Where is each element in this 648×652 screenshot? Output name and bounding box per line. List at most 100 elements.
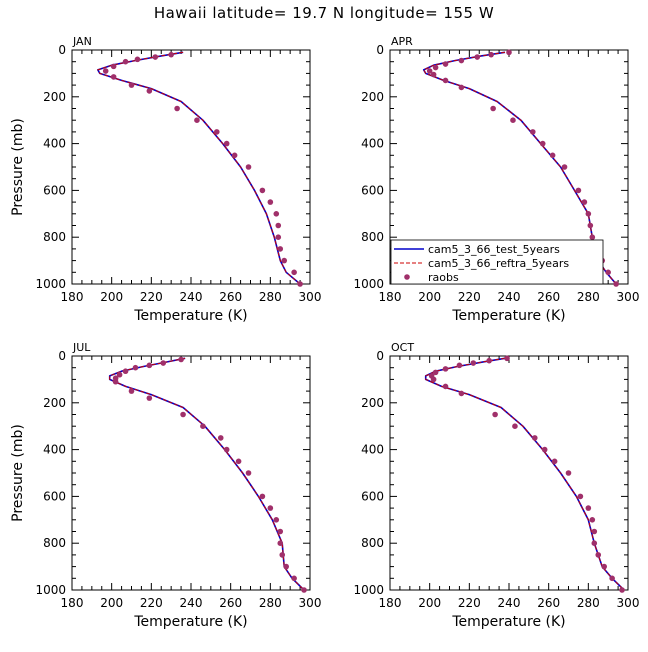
raobs-point — [458, 57, 465, 64]
y-tick-label: 800 — [361, 536, 384, 550]
raobs-point — [122, 368, 129, 375]
raobs-point — [541, 446, 548, 453]
legend: cam5_3_66_test_5yearscam5_3_66_reftra_5y… — [390, 239, 604, 285]
raobs-point — [146, 362, 153, 369]
raobs-point — [430, 376, 437, 383]
panel-apr: APR 180 200 220 240 260 280 300 0 200 400 600 800 100… — [353, 35, 639, 324]
y-tick-label: 0 — [58, 43, 66, 57]
raobs-point — [486, 357, 492, 364]
raobs-point — [430, 71, 437, 78]
raobs-point — [110, 63, 117, 70]
reftra-line — [109, 357, 305, 591]
plot-frame — [71, 49, 311, 285]
raobs-point — [277, 540, 284, 546]
raobs-point — [474, 54, 481, 60]
raobs-point — [510, 117, 516, 123]
x-tick-label: 280 — [577, 596, 600, 610]
raobs-point — [291, 575, 297, 582]
raobs-point — [442, 61, 449, 67]
raobs-point — [128, 82, 135, 88]
raobs-point — [259, 493, 266, 500]
raobs-point — [456, 362, 463, 369]
x-axis-label: Temperature (K) — [133, 308, 247, 324]
panel-label: OCT — [391, 341, 414, 354]
raobs-point — [200, 423, 206, 430]
raobs-point — [273, 517, 280, 523]
x-tick-label: 180 — [379, 290, 402, 304]
raobs-point — [110, 74, 117, 80]
raobs-point — [273, 211, 280, 217]
y-tick-label: 400 — [43, 137, 66, 151]
raobs-point — [277, 246, 284, 252]
raobs-point — [168, 51, 174, 58]
raobs-point — [297, 281, 303, 287]
x-tick-label: 220 — [458, 596, 481, 610]
raobs-point — [174, 105, 180, 112]
y-axis-label: Pressure (mb) — [10, 118, 26, 216]
raobs-point — [551, 458, 558, 465]
raobs-point — [267, 199, 274, 205]
raobs-point — [301, 587, 307, 593]
x-tick-label: 280 — [577, 290, 600, 304]
x-tick-label: 240 — [498, 290, 521, 304]
y-tick-label: 800 — [43, 230, 66, 244]
panel-label: JAN — [72, 35, 92, 48]
x-tick-label: 260 — [537, 290, 560, 304]
x-tick-label: 240 — [180, 290, 203, 304]
raobs-point — [194, 117, 200, 123]
x-tick-label: 260 — [219, 596, 242, 610]
test-line — [424, 357, 625, 591]
raobs-point — [506, 49, 512, 56]
y-tick-label: 1000 — [35, 277, 66, 291]
y-tick-label: 600 — [361, 183, 384, 197]
raobs-point — [561, 164, 568, 170]
raobs-point — [245, 470, 252, 476]
y-axis-label: Pressure (mb) — [10, 424, 26, 522]
x-tick-label: 300 — [299, 290, 322, 304]
y-tick-label: 600 — [43, 183, 66, 197]
y-tick-label: 200 — [361, 396, 384, 410]
x-tick-label: 200 — [418, 596, 441, 610]
raobs-point — [146, 88, 153, 94]
raobs-point — [549, 152, 556, 159]
raobs-point — [512, 423, 518, 430]
raobs-point — [458, 390, 465, 397]
y-tick-label: 200 — [43, 396, 66, 410]
raobs-point — [587, 222, 594, 229]
raobs-point — [178, 356, 184, 363]
raobs-point — [267, 505, 274, 511]
raobs-point — [442, 366, 449, 372]
raobs-point — [609, 575, 615, 582]
raobs-point — [442, 77, 449, 84]
raobs-point — [595, 552, 602, 558]
raobs-point — [432, 64, 439, 71]
y-tick-label: 1000 — [35, 583, 66, 597]
x-axis-label: Temperature (K) — [451, 308, 565, 324]
legend-label: raobs — [428, 271, 459, 284]
x-tick-label: 240 — [180, 596, 203, 610]
x-tick-label: 200 — [418, 290, 441, 304]
legend-label: cam5_3_66_reftra_5years — [428, 257, 569, 270]
raobs-point — [591, 540, 598, 546]
raobs-point — [565, 470, 572, 476]
x-tick-label: 220 — [140, 596, 163, 610]
y-tick-label: 600 — [43, 489, 66, 503]
x-tick-label: 180 — [379, 596, 402, 610]
x-axis-label: Temperature (K) — [133, 614, 247, 630]
raobs-point — [470, 360, 477, 366]
raobs-point — [575, 187, 582, 194]
x-tick-label: 200 — [100, 596, 123, 610]
y-tick-label: 1000 — [353, 277, 384, 291]
raobs-point — [112, 378, 119, 385]
raobs-point — [605, 269, 611, 276]
raobs-point — [235, 458, 242, 465]
x-tick-label: 300 — [617, 290, 640, 304]
raobs-point — [217, 435, 224, 441]
raobs-point — [146, 395, 153, 401]
raobs-point — [223, 446, 230, 453]
y-tick-label: 800 — [361, 230, 384, 244]
raobs-point — [277, 528, 284, 535]
y-tick-label: 0 — [58, 349, 66, 363]
